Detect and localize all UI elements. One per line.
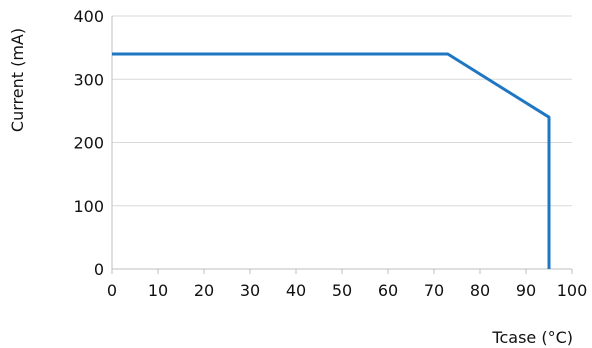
x-tick-label: 10 — [148, 281, 168, 300]
x-tick-label: 90 — [516, 281, 536, 300]
y-tick-label: 400 — [73, 7, 104, 26]
y-axis-title: Current (mA) — [8, 28, 27, 132]
series-layer — [112, 52, 551, 269]
x-tick-labels: 0 10 20 30 40 50 60 70 80 90 100 — [107, 281, 587, 300]
y-tick-label: 300 — [73, 70, 104, 89]
x-tick-label: 30 — [240, 281, 260, 300]
x-tick-label: 100 — [557, 281, 588, 300]
x-tick-label: 80 — [470, 281, 490, 300]
y-tick-label: 0 — [94, 260, 104, 279]
x-axis-title: Tcase (°C) — [491, 328, 573, 347]
y-tick-label: 100 — [73, 197, 104, 216]
grid-lines — [112, 15, 572, 207]
axes — [111, 16, 573, 274]
x-tick-label: 50 — [332, 281, 352, 300]
x-tick-label: 70 — [424, 281, 444, 300]
y-tick-labels: 0 100 200 300 400 — [73, 7, 104, 279]
x-tick-label: 60 — [378, 281, 398, 300]
y-tick-label: 200 — [73, 134, 104, 153]
x-tick-label: 0 — [107, 281, 117, 300]
series-line-0 — [112, 52, 551, 269]
x-tick-label: 40 — [286, 281, 306, 300]
x-tick-label: 20 — [194, 281, 214, 300]
